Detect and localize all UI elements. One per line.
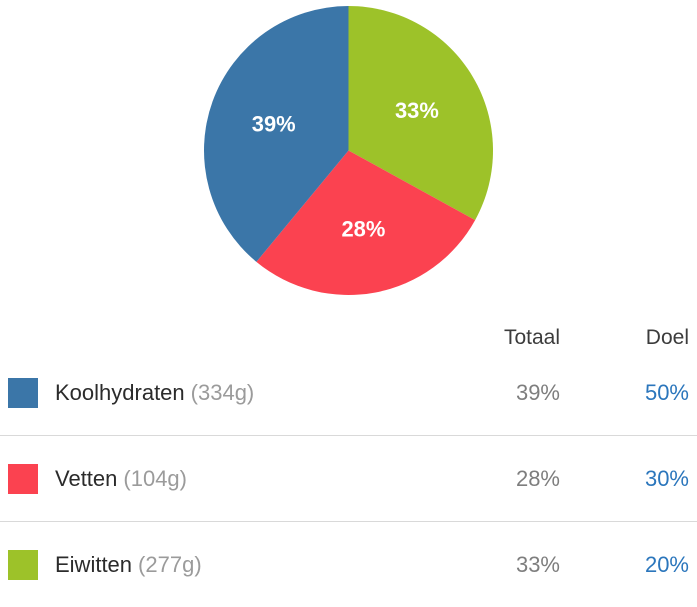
table-header: Totaal Doel — [0, 324, 697, 350]
goal-value[interactable]: 20% — [644, 551, 689, 577]
macro-name: Vetten — [55, 465, 118, 491]
pie-slice-vetten — [256, 150, 476, 296]
column-header-total: Totaal — [503, 326, 560, 349]
table-row: Vetten (104g) 28% 30% — [0, 435, 697, 521]
macro-name: Eiwitten — [55, 551, 133, 577]
pie-chart-area: 33% 28% 39% — [0, 0, 697, 296]
total-value: 28% — [515, 465, 560, 491]
table-row: Eiwitten (277g) 33% 20% — [0, 521, 697, 607]
macros-table: Totaal Doel Koolhydraten (334g) 39% 50% V… — [0, 324, 697, 607]
pie-slice-label: 33% — [395, 98, 439, 123]
legend-swatch — [8, 549, 38, 580]
table-row: Koolhydraten (334g) 39% 50% — [0, 350, 697, 435]
pie-slice-eiwitten — [348, 5, 494, 221]
macro-label: Koolhydraten (334g) — [55, 380, 440, 406]
macro-name: Koolhydraten — [55, 379, 185, 405]
goal-value[interactable]: 50% — [644, 379, 689, 405]
macro-label: Eiwitten (277g) — [55, 552, 440, 578]
pie-slice-koolhydraten — [203, 5, 349, 262]
legend-swatch — [8, 463, 38, 494]
macro-label: Vetten (104g) — [55, 466, 440, 492]
pie-chart: 33% 28% 39% — [203, 5, 494, 296]
goal-value[interactable]: 30% — [644, 465, 689, 491]
pie-slice-label: 39% — [252, 112, 296, 137]
macro-amount: (277g) — [138, 551, 202, 577]
macro-amount: (334g) — [190, 379, 255, 405]
macro-amount: (104g) — [123, 465, 187, 491]
pie-slice-label: 28% — [341, 217, 385, 242]
total-value: 39% — [515, 379, 560, 405]
column-header-goal: Doel — [645, 326, 689, 349]
legend-swatch — [8, 377, 38, 408]
total-value: 33% — [515, 551, 560, 577]
